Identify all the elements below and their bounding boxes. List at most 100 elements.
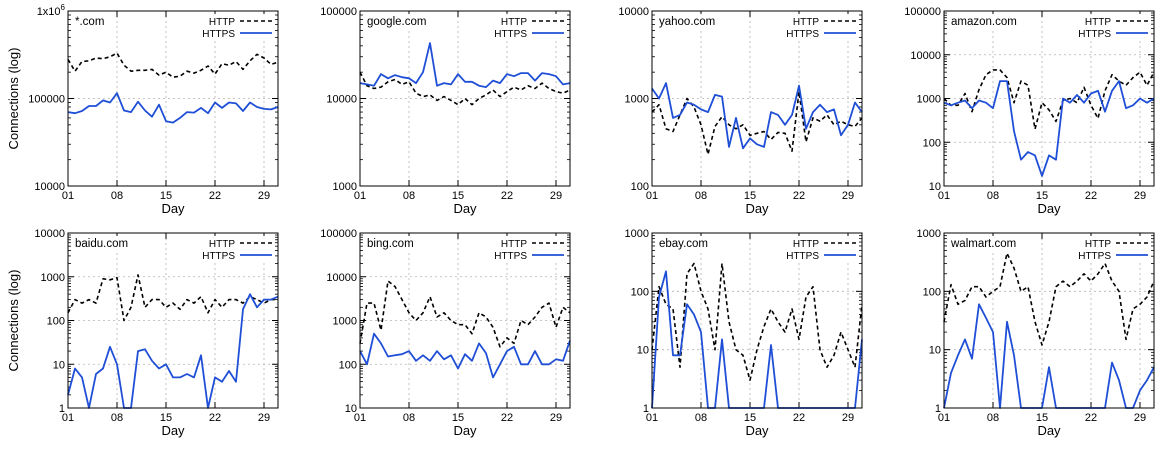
y-tick-label: 10000	[910, 50, 941, 62]
http-series-line	[359, 280, 571, 348]
https-series-line	[943, 80, 1155, 177]
y-tick-label: 10	[929, 345, 941, 357]
x-tick-label: 08	[695, 190, 707, 202]
x-tick-label: 01	[646, 190, 658, 202]
chart-title: walmart.com	[950, 238, 1016, 250]
x-tick-label: 29	[842, 190, 854, 202]
y-tick-label: 1	[935, 403, 941, 415]
x-tick-label: 15	[744, 190, 756, 202]
y-tick-label: 1000	[625, 94, 649, 106]
legend-background	[1068, 236, 1151, 263]
x-tick-label: 08	[695, 412, 707, 424]
x-tick-label: 08	[987, 412, 999, 424]
http-series-line	[67, 52, 279, 78]
x-tick-label: 29	[258, 412, 270, 424]
y-tick-label: 1000	[41, 272, 65, 284]
chart-panel: 100 1000 10000 01 08 15 22 29 yahoo.com HTTPHTTPS…	[618, 6, 863, 216]
y-tick-label: 1000	[625, 228, 649, 240]
chart-title: *.com	[75, 16, 104, 28]
http-series-line	[943, 69, 1155, 130]
legend-label-https: HTTPS	[202, 251, 235, 262]
x-tick-label: 01	[938, 412, 950, 424]
x-tick-label: 15	[160, 412, 172, 424]
y-tick-label: 10000	[326, 272, 357, 284]
x-tick-label: 22	[793, 412, 805, 424]
x-tick-label: 08	[403, 412, 415, 424]
x-tick-label: 22	[209, 190, 221, 202]
y-tick-label: 100	[923, 286, 941, 298]
y-tick-label: 100	[631, 286, 649, 298]
x-axis-label: Day	[161, 201, 185, 216]
x-tick-label: 15	[452, 190, 464, 202]
x-tick-label: 08	[987, 190, 999, 202]
legend-label-http: HTTP	[501, 239, 527, 250]
x-tick-label: 15	[452, 412, 464, 424]
y-tick-label: 10000	[618, 6, 649, 18]
x-axis-label: Day	[745, 423, 769, 438]
y-tick-label: 100	[339, 359, 357, 371]
x-tick-label: 01	[938, 190, 950, 202]
chart-panel: 10 100 1000 10000 100000 01 08 15 22 29 bing.com HT…	[320, 228, 571, 438]
title-background	[656, 236, 714, 251]
y-tick-label: 100000	[28, 94, 65, 106]
y-tick-label: 10000	[34, 228, 65, 240]
http-series-line	[359, 71, 571, 106]
legend-label-http: HTTP	[1085, 239, 1111, 250]
plot-frame	[67, 232, 279, 409]
legend-label-http: HTTP	[209, 17, 235, 28]
y-tick-label: 100000	[320, 228, 357, 240]
x-tick-label: 29	[842, 412, 854, 424]
legend-background	[192, 236, 275, 263]
y-tick-label: 1	[643, 403, 649, 415]
https-series-line	[359, 332, 571, 379]
legend-background	[484, 236, 567, 263]
x-axis-label: Day	[453, 423, 477, 438]
legend-label-http: HTTP	[501, 17, 527, 28]
y-tick-label: 10	[929, 181, 941, 193]
title-background	[72, 14, 110, 29]
x-tick-label: 29	[258, 190, 270, 202]
y-tick-label: 100	[47, 316, 65, 328]
x-tick-label: 29	[1134, 412, 1146, 424]
y-tick-label: 100	[923, 137, 941, 149]
y-tick-label: 10	[345, 403, 357, 415]
chart-title: amazon.com	[951, 16, 1017, 28]
x-axis-label: Day	[745, 201, 769, 216]
x-tick-label: 22	[501, 190, 513, 202]
y-tick-label: 1000	[333, 181, 357, 193]
y-tick-label: 1	[59, 403, 65, 415]
http-series-line	[67, 274, 278, 322]
title-background	[948, 236, 1025, 251]
x-tick-label: 15	[1036, 190, 1048, 202]
title-background	[364, 236, 422, 251]
plot-frame	[67, 10, 279, 187]
x-axis-label: Day	[161, 423, 185, 438]
chart-panel: 1000 10000 100000 01 08 15 22 29 google.com HTTPH…	[320, 6, 571, 216]
x-axis-label: Day	[1037, 201, 1061, 216]
y-tick-label: 1000	[333, 316, 357, 328]
x-tick-label: 15	[160, 190, 172, 202]
chart-panel: 10 100 1000 10000 100000 01 08 15 22 29 amazon.com…	[904, 6, 1155, 216]
chart-panel: 1 10 100 1000 01 08 15 22 29 walmart.com HTTPHTTPS…	[917, 228, 1155, 438]
y-tick-label: 1x106	[37, 3, 66, 18]
legend-label-http: HTTP	[793, 17, 819, 28]
legend-label-http: HTTP	[793, 239, 819, 250]
y-tick-label: 10	[53, 359, 65, 371]
chart-title: bing.com	[367, 238, 414, 250]
plot-frame	[651, 10, 863, 187]
legend-label-https: HTTPS	[202, 29, 235, 40]
plot-frame	[359, 10, 571, 187]
x-tick-label: 01	[62, 190, 74, 202]
title-background	[656, 14, 720, 29]
http-series-line	[651, 90, 863, 156]
chart-title: ebay.com	[659, 238, 708, 250]
y-tick-label: 10000	[326, 94, 357, 106]
